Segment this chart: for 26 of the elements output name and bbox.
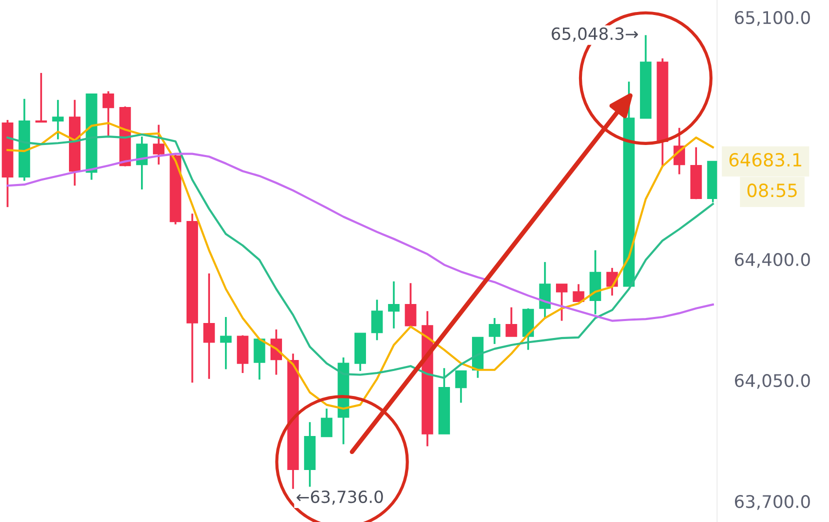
candlestick (254, 338, 266, 380)
candlestick (203, 272, 215, 380)
y-tick-label: 63,700.0 (734, 494, 810, 510)
candlestick (572, 283, 584, 302)
y-tick-label: 65,100.0 (734, 10, 810, 26)
candlestick (371, 298, 383, 342)
candlestick (388, 280, 400, 330)
candlestick (220, 316, 232, 370)
candlestick (35, 72, 47, 124)
y-tick-label: 64,400.0 (734, 252, 810, 268)
candlestick (488, 317, 500, 345)
candlestick (52, 99, 64, 140)
candlestick (640, 34, 652, 120)
candlestick (455, 370, 467, 404)
candlestick (556, 283, 568, 322)
candlestick (102, 90, 114, 136)
annotation: ←63,736.0 (296, 490, 383, 505)
text: 64683.1 (729, 152, 802, 167)
candlestick (152, 124, 164, 166)
text: 08:55 (747, 184, 797, 198)
annotation: 65,048.3→ (552, 27, 638, 42)
candlestick (506, 306, 518, 338)
candlestick (404, 282, 416, 327)
candlestick (136, 136, 148, 190)
y-tick-label: 64,050.0 (734, 374, 810, 389)
candlestick (320, 408, 332, 438)
